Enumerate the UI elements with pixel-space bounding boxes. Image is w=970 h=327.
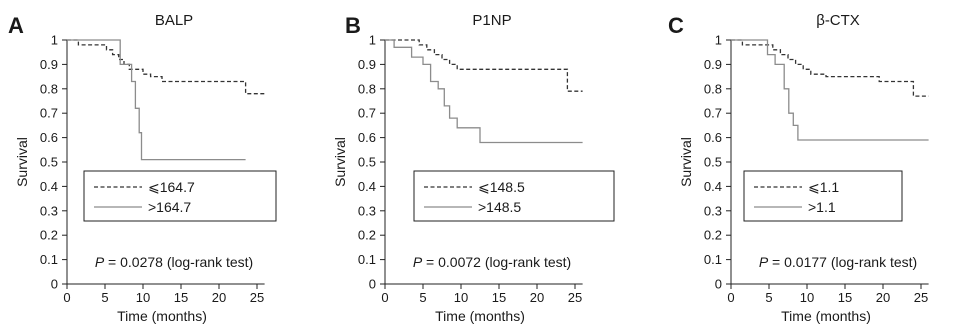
- y-tick-label: 0.4: [40, 179, 58, 194]
- legend-box: [83, 170, 277, 222]
- p-value-text: = 0.0072 (log-rank test): [422, 254, 571, 270]
- x-tick-label: 0: [63, 290, 70, 305]
- y-tick-label: 0.2: [358, 228, 376, 243]
- x-axis-label: Time (months): [435, 308, 525, 324]
- y-axis-label: Survival: [14, 137, 30, 187]
- y-tick-label: 0.8: [704, 81, 722, 96]
- p-symbol: P: [413, 254, 423, 270]
- p-value-annotation: P = 0.0072 (log-rank test): [413, 254, 571, 270]
- y-tick-label: 0.8: [358, 81, 376, 96]
- x-tick-label: 5: [101, 290, 108, 305]
- legend-entry: ⩽164.7: [148, 179, 195, 195]
- p-value-text: = 0.0177 (log-rank test): [768, 254, 917, 270]
- legend-entry: ⩽148.5: [478, 179, 525, 195]
- y-tick-label: 0.2: [704, 228, 722, 243]
- x-tick-label: 25: [250, 290, 264, 305]
- y-tick-label: 0.5: [40, 155, 58, 170]
- y-tick-label: 0: [369, 277, 376, 292]
- x-tick-label: 15: [838, 290, 852, 305]
- y-tick-label: 0.4: [704, 179, 722, 194]
- y-tick-label: 0.1: [704, 252, 722, 267]
- y-tick-label: 0.3: [40, 203, 58, 218]
- x-tick-label: 10: [454, 290, 468, 305]
- x-tick-label: 10: [136, 290, 150, 305]
- y-tick-label: 0.1: [40, 252, 58, 267]
- y-tick-label: 0.8: [40, 81, 58, 96]
- y-tick-label: 0.1: [358, 252, 376, 267]
- y-tick-label: 0.7: [704, 106, 722, 121]
- chart-title: BALP: [155, 12, 193, 29]
- y-tick-label: 1: [715, 33, 722, 48]
- y-tick-label: 0.5: [358, 155, 376, 170]
- p-symbol: P: [759, 254, 769, 270]
- x-tick-label: 0: [727, 290, 734, 305]
- y-tick-label: 0.4: [358, 179, 376, 194]
- p-value-annotation: P = 0.0278 (log-rank test): [95, 254, 253, 270]
- x-tick-label: 25: [568, 290, 582, 305]
- survival-curve-low: [731, 39, 929, 97]
- p-value-text: = 0.0278 (log-rank test): [104, 254, 253, 270]
- y-tick-label: 0.9: [358, 57, 376, 72]
- x-tick-label: 5: [765, 290, 772, 305]
- survival-curve-low: [385, 39, 583, 92]
- panel-letter: C: [668, 13, 684, 38]
- y-axis-label: Survival: [332, 137, 348, 187]
- panel-letter: B: [345, 13, 361, 38]
- survival-curve-high: [731, 39, 929, 141]
- survival-curve-high: [67, 39, 246, 161]
- x-tick-label: 0: [381, 290, 388, 305]
- y-tick-label: 0.3: [704, 203, 722, 218]
- y-tick-label: 0.6: [358, 130, 376, 145]
- x-tick-label: 5: [419, 290, 426, 305]
- x-tick-label: 25: [914, 290, 928, 305]
- panel-letter: A: [8, 13, 24, 38]
- y-tick-label: 0.2: [40, 228, 58, 243]
- legend-entry: ⩽1.1: [808, 179, 839, 195]
- x-tick-label: 15: [174, 290, 188, 305]
- legend-box: [743, 170, 903, 222]
- y-tick-label: 0.6: [704, 130, 722, 145]
- y-tick-label: 0.3: [358, 203, 376, 218]
- y-tick-label: 0: [715, 277, 722, 292]
- legend-entry: >148.5: [478, 199, 521, 215]
- legend-entry: >1.1: [808, 199, 836, 215]
- x-tick-label: 20: [876, 290, 890, 305]
- y-tick-label: 1: [51, 33, 58, 48]
- chart-title: P1NP: [472, 12, 511, 29]
- x-axis-label: Time (months): [781, 308, 871, 324]
- x-tick-label: 15: [492, 290, 506, 305]
- y-tick-label: 0.6: [40, 130, 58, 145]
- y-tick-label: 0.9: [704, 57, 722, 72]
- y-tick-label: 1: [369, 33, 376, 48]
- survival-curve-low: [67, 39, 265, 95]
- x-tick-label: 20: [212, 290, 226, 305]
- chart-title: β-CTX: [816, 12, 860, 29]
- legend-box: [413, 170, 615, 222]
- y-tick-label: 0.9: [40, 57, 58, 72]
- y-tick-label: 0.5: [704, 155, 722, 170]
- p-value-annotation: P = 0.0177 (log-rank test): [759, 254, 917, 270]
- y-tick-label: 0: [51, 277, 58, 292]
- y-tick-label: 0.7: [358, 106, 376, 121]
- survival-curve-high: [385, 39, 583, 144]
- x-tick-label: 20: [530, 290, 544, 305]
- p-symbol: P: [95, 254, 105, 270]
- x-axis-label: Time (months): [117, 308, 207, 324]
- y-tick-label: 0.7: [40, 106, 58, 121]
- y-axis-label: Survival: [678, 137, 694, 187]
- x-tick-label: 10: [800, 290, 814, 305]
- legend-entry: >164.7: [148, 199, 191, 215]
